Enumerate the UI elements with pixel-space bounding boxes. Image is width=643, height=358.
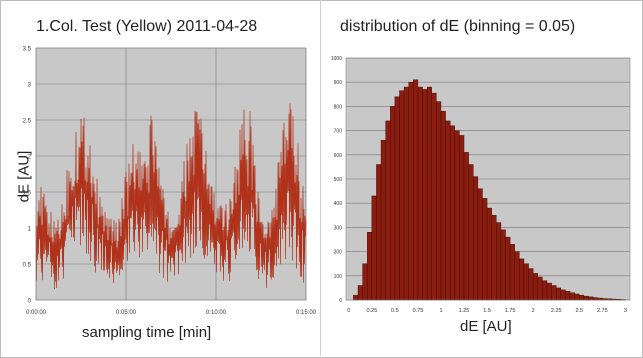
right-chart-title: distribution of dE (binning = 0.05) xyxy=(340,18,576,35)
right-x-tick-label: 2.75 xyxy=(597,308,608,314)
left-y-tick-label: 1 xyxy=(28,227,32,233)
histogram-bar xyxy=(417,86,423,301)
histogram-bar xyxy=(459,135,465,301)
histogram-bar xyxy=(569,292,575,301)
histogram-bar xyxy=(394,96,400,301)
histogram-bar xyxy=(380,140,386,301)
right-y-tick-label: 700 xyxy=(334,129,343,135)
left-y-tick-label: 3.5 xyxy=(23,47,32,53)
histogram-bar xyxy=(583,295,589,301)
histogram-bar xyxy=(592,297,598,301)
left-x-tick-label: 0:05:00 xyxy=(116,310,137,316)
histogram-bar xyxy=(509,244,515,301)
left-y-tick-label: 0 xyxy=(28,299,32,305)
right-x-axis-label: dE [AU] xyxy=(460,318,512,335)
right-x-tick-label: 2.5 xyxy=(575,308,583,314)
right-x-tick-label: 0.5 xyxy=(391,308,399,314)
right-x-tick-label: 2 xyxy=(532,308,535,314)
left-y-tick-label: 3 xyxy=(28,83,32,89)
histogram-bar xyxy=(542,280,548,301)
histogram-bar xyxy=(463,152,469,301)
panel-divider xyxy=(320,0,321,356)
right-x-tick-label: 0.25 xyxy=(366,308,377,314)
right-y-tick-label: 400 xyxy=(334,201,343,207)
histogram-bar xyxy=(491,215,497,301)
right-y-tick-label: 100 xyxy=(334,274,343,280)
left-y-tick-label: 0.5 xyxy=(23,263,32,269)
left-series-line xyxy=(35,103,307,290)
histogram-bar xyxy=(565,291,571,301)
histogram-bar xyxy=(551,285,557,301)
histogram-bar xyxy=(376,164,382,301)
histogram-bar xyxy=(486,207,492,301)
histogram-bar xyxy=(505,236,511,301)
right-y-tick-label: 1000 xyxy=(331,56,342,62)
right-y-tick-label: 900 xyxy=(334,80,343,86)
right-y-tick-label: 300 xyxy=(334,225,343,231)
left-plot-border xyxy=(35,47,307,301)
right-x-tick-label: 1.25 xyxy=(459,308,470,314)
left-x-tick-label: 0:15:00 xyxy=(296,310,317,316)
histogram-bar xyxy=(574,293,580,301)
histogram-bar xyxy=(385,120,391,301)
right-y-tick-label: 600 xyxy=(334,153,343,159)
histogram-bar xyxy=(390,106,396,301)
histogram-bar xyxy=(579,294,585,301)
left-y-tick-label: 2 xyxy=(28,155,32,161)
right-x-tick-label: 1.5 xyxy=(483,308,491,314)
left-x-axis-label: sampling time [min] xyxy=(82,324,212,341)
histogram-bar xyxy=(454,130,460,301)
histogram-bar xyxy=(482,198,488,301)
histogram-bar xyxy=(431,92,437,301)
histogram-bar xyxy=(371,195,377,301)
left-x-tick-label: 0:10:00 xyxy=(206,310,227,316)
histogram-bar xyxy=(519,258,525,301)
histogram-bar xyxy=(367,232,373,301)
histogram-bar xyxy=(528,268,534,301)
histogram-bar xyxy=(556,287,562,301)
histogram-bar xyxy=(353,294,359,301)
right-x-tick-label: 3 xyxy=(624,308,627,314)
histogram-bar xyxy=(422,89,428,301)
right-y-tick-label: 200 xyxy=(334,250,343,256)
left-chart-title: 1.Col. Test (Yellow) 2011-04-28 xyxy=(36,18,258,35)
histogram-bar xyxy=(523,263,529,301)
histogram-bar xyxy=(445,120,451,301)
histogram-bar xyxy=(537,276,543,301)
right-x-tick-label: 0 xyxy=(347,308,350,314)
left-y-tick-label: 2.5 xyxy=(23,119,32,125)
histogram-bar xyxy=(357,285,363,301)
right-x-tick-label: 0.75 xyxy=(413,308,424,314)
right-plot-border xyxy=(345,57,631,301)
right-y-tick-label: 800 xyxy=(334,104,343,110)
histogram-bar xyxy=(560,289,566,301)
histogram-bar xyxy=(500,229,506,301)
histogram-bar xyxy=(362,263,368,301)
right-y-tick-label: 0 xyxy=(339,298,342,304)
histogram-bar xyxy=(440,111,446,301)
histogram-bar xyxy=(532,273,538,301)
histogram-bar xyxy=(546,282,552,301)
histogram-bar xyxy=(496,222,502,301)
right-x-tick-label: 1 xyxy=(439,308,442,314)
histogram-bar xyxy=(473,176,479,301)
left-y-tick-label: 1.5 xyxy=(23,191,32,197)
histogram-bar xyxy=(408,81,414,301)
histogram-bar xyxy=(588,296,594,301)
histogram-bar xyxy=(403,86,409,301)
histogram-bar xyxy=(413,79,419,301)
histogram-bar xyxy=(449,125,456,301)
histogram-bar xyxy=(426,86,432,301)
right-x-tick-label: 2.25 xyxy=(551,308,562,314)
right-x-tick-label: 1.75 xyxy=(505,308,516,314)
histogram-bar xyxy=(477,188,483,301)
histogram-bar xyxy=(468,164,474,301)
right-y-tick-label: 500 xyxy=(334,177,343,183)
histogram-bar xyxy=(514,251,520,301)
left-x-tick-label: 0:00:00 xyxy=(26,310,47,316)
histogram-bar xyxy=(399,90,405,301)
histogram-bar xyxy=(436,101,442,301)
